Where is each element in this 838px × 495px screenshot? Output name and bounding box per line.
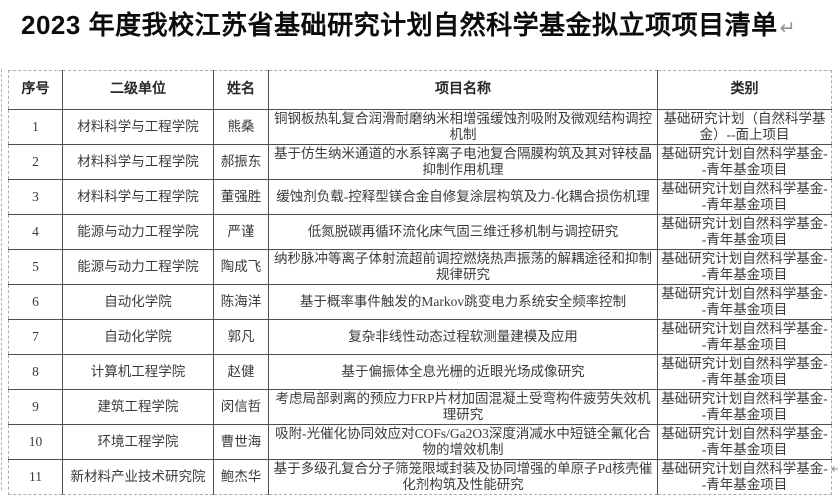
table-row: 5 能源与动力工程学院 陶成飞 纳秒脉冲等离子体射流超前调控燃烧热声振荡的解耦途径和抑… — [8, 249, 832, 285]
category-cell: 基础研究计划自然科学基金--青年基金项目 — [657, 319, 832, 355]
name-cell: 陶成飞 — [213, 249, 269, 285]
project-cell: 考虑局部剥离的预应力FRP片材加固混凝土受弯构件疲劳失效机理研究 — [268, 389, 658, 425]
table-row: 7 自动化学院 郭凡 复杂非线性动态过程软测量建模及应用 基础研究计划自然科学基金--青… — [8, 319, 832, 355]
header-name: 姓名 — [213, 70, 269, 110]
seq-cell: 1 — [8, 109, 63, 145]
projects-table: 序号 二级单位 姓名 项目名称 类别 1 材料科学与工程学院 熊桑 铜钢板热轧复合润滑… — [8, 70, 832, 495]
unit-cell: 能源与动力工程学院 — [62, 249, 214, 285]
seq-cell: 7 — [8, 319, 63, 355]
header-project: 项目名称 — [268, 70, 658, 110]
project-cell: 基于概率事件触发的Markov跳变电力系统安全频率控制 — [268, 284, 658, 320]
name-cell: 董强胜 — [213, 179, 269, 215]
unit-cell: 计算机工程学院 — [62, 354, 214, 390]
page-title-text: 2023 年度我校江苏省基础研究计划自然科学基金拟立项项目清单 — [21, 10, 778, 40]
table-row: 11 新材料产业技术研究院 鲍杰华 基于多级孔复合分子筛笼限域封装及协同增强的单原子P… — [8, 459, 832, 495]
table-row: 2 材料科学与工程学院 郝振东 基于仿生纳米通道的水系锌离子电池复合隔膜构筑及其对锌枝… — [8, 144, 832, 180]
table-row: 8 计算机工程学院 赵健 基于偏振体全息光栅的近眼光场成像研究 基础研究计划自然科学基金… — [8, 354, 832, 390]
name-cell: 郝振东 — [213, 144, 269, 180]
unit-cell: 自动化学院 — [62, 319, 214, 355]
unit-cell: 建筑工程学院 — [62, 389, 214, 425]
project-cell: 基于偏振体全息光栅的近眼光场成像研究 — [268, 354, 658, 390]
name-cell: 闵信哲 — [213, 389, 269, 425]
page-title: 2023 年度我校江苏省基础研究计划自然科学基金拟立项项目清单 ↵ — [21, 5, 796, 42]
table-body: 1 材料科学与工程学院 熊桑 铜钢板热轧复合润滑耐磨纳米相增强缓蚀剂吸附及微观结构调控… — [8, 109, 832, 495]
name-cell: 郭凡 — [213, 319, 269, 355]
paragraph-mark-icon: ↵ — [831, 462, 838, 477]
project-cell: 基于多级孔复合分子筛笼限域封装及协同增强的单原子Pd核壳催化剂构筑及性能研究 — [268, 459, 658, 495]
category-cell: 基础研究计划自然科学基金--青年基金项目 — [657, 389, 832, 425]
project-cell: 缓蚀剂负载-控释型镁合金自修复涂层构筑及力-化耦合损伤机理 — [268, 179, 658, 215]
seq-cell: 10 — [8, 424, 63, 460]
project-cell: 复杂非线性动态过程软测量建模及应用 — [268, 319, 658, 355]
seq-cell: 6 — [8, 284, 63, 320]
category-cell: 基础研究计划自然科学基金--青年基金项目 — [657, 214, 832, 250]
project-cell: 铜钢板热轧复合润滑耐磨纳米相增强缓蚀剂吸附及微观结构调控机制 — [268, 109, 658, 145]
name-cell: 曹世海 — [213, 424, 269, 460]
name-cell: 鲍杰华 — [213, 459, 269, 495]
category-cell: 基础研究计划自然科学基金--青年基金项目 — [657, 424, 832, 460]
category-cell: 基础研究计划自然科学基金--青年基金项目 — [657, 179, 832, 215]
table-row: 3 材料科学与工程学院 董强胜 缓蚀剂负载-控释型镁合金自修复涂层构筑及力-化耦合损伤… — [8, 179, 832, 215]
text-boundary-line — [1, 69, 2, 490]
name-cell: 熊桑 — [213, 109, 269, 145]
category-cell: 基础研究计划自然科学基金--青年基金项目 — [657, 354, 832, 390]
category-cell: 基础研究计划自然科学基金--青年基金项目 — [657, 144, 832, 180]
unit-cell: 新材料产业技术研究院 — [62, 459, 214, 495]
seq-cell: 8 — [8, 354, 63, 390]
table-row: 4 能源与动力工程学院 严谨 低氮脱碳再循环流化床气固三维迁移机制与调控研究 基础研究计… — [8, 214, 832, 250]
seq-cell: 11 — [8, 459, 63, 495]
seq-cell: 2 — [8, 144, 63, 180]
unit-cell: 材料科学与工程学院 — [62, 109, 214, 145]
unit-cell: 自动化学院 — [62, 284, 214, 320]
project-cell: 基于仿生纳米通道的水系锌离子电池复合隔膜构筑及其对锌枝晶抑制作用机理 — [268, 144, 658, 180]
name-cell: 陈海洋 — [213, 284, 269, 320]
seq-cell: 3 — [8, 179, 63, 215]
unit-cell: 能源与动力工程学院 — [62, 214, 214, 250]
category-cell: 基础研究计划自然科学基金--青年基金项目 — [657, 249, 832, 285]
table-row: 9 建筑工程学院 闵信哲 考虑局部剥离的预应力FRP片材加固混凝土受弯构件疲劳失效机理… — [8, 389, 832, 425]
category-cell: 基础研究计划自然科学基金--青年基金项目 — [657, 284, 832, 320]
unit-cell: 材料科学与工程学院 — [62, 144, 214, 180]
project-cell: 低氮脱碳再循环流化床气固三维迁移机制与调控研究 — [268, 214, 658, 250]
category-cell: 基础研究计划（自然科学基金）--面上项目 — [657, 109, 832, 145]
project-cell: 吸附-光催化协同效应对COFs/Ga2O3深度消减水中短链全氟化合物的增效机制 — [268, 424, 658, 460]
table-row: 10 环境工程学院 曹世海 吸附-光催化协同效应对COFs/Ga2O3深度消减水中短链… — [8, 424, 832, 460]
unit-cell: 材料科学与工程学院 — [62, 179, 214, 215]
table-row: 6 自动化学院 陈海洋 基于概率事件触发的Markov跳变电力系统安全频率控制 基础研究… — [8, 284, 832, 320]
name-cell: 赵健 — [213, 354, 269, 390]
table-header-row: 序号 二级单位 姓名 项目名称 类别 — [8, 70, 832, 110]
name-cell: 严谨 — [213, 214, 269, 250]
seq-cell: 5 — [8, 249, 63, 285]
paragraph-mark-icon: ↵ — [779, 17, 796, 39]
header-seq: 序号 — [8, 70, 63, 110]
project-cell: 纳秒脉冲等离子体射流超前调控燃烧热声振荡的解耦途径和抑制规律研究 — [268, 249, 658, 285]
seq-cell: 9 — [8, 389, 63, 425]
header-unit: 二级单位 — [62, 70, 214, 110]
seq-cell: 4 — [8, 214, 63, 250]
header-category: 类别 — [657, 70, 832, 110]
category-cell: 基础研究计划自然科学基金--青年基金项目 — [657, 459, 832, 495]
table-row: 1 材料科学与工程学院 熊桑 铜钢板热轧复合润滑耐磨纳米相增强缓蚀剂吸附及微观结构调控… — [8, 109, 832, 145]
unit-cell: 环境工程学院 — [62, 424, 214, 460]
